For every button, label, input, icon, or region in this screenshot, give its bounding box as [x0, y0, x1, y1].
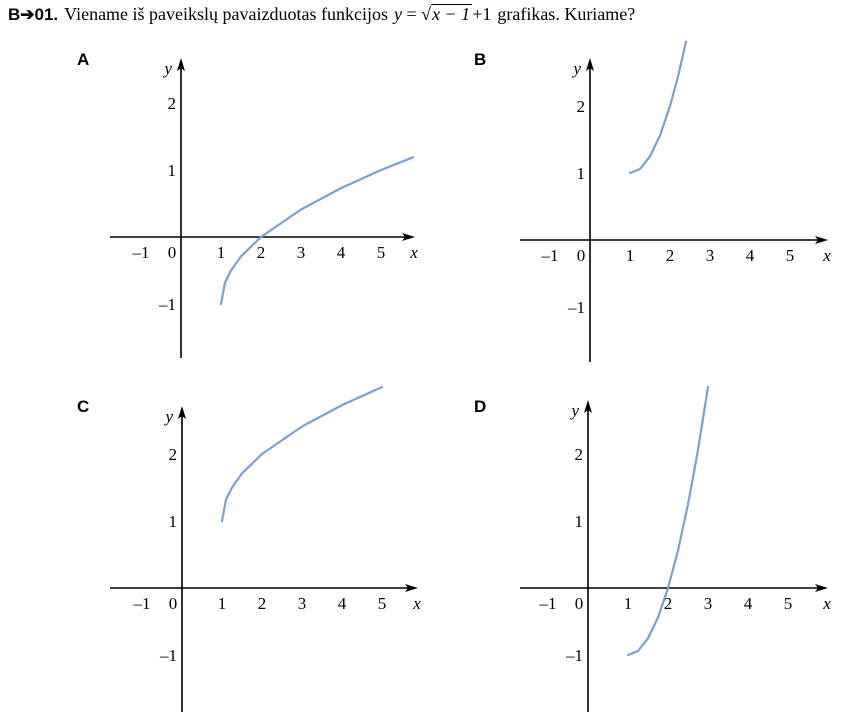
panel-a-function-curve — [219, 156, 415, 306]
formula-rhs: +1 — [472, 4, 492, 24]
panel-d-function-curve — [626, 385, 710, 657]
panel-c-x-tick-label: 1 — [218, 594, 227, 613]
panel-b-y-tick-label: 2 — [577, 97, 586, 116]
panel-c-x-tick-label: 4 — [338, 594, 347, 613]
panel-a-y-tick-label: 1 — [168, 161, 177, 180]
panel-d-x-tick-label: 4 — [744, 594, 753, 613]
panel-d-x-arrow-icon — [815, 584, 828, 592]
panel-a-x-tick-label: –1 — [132, 243, 150, 262]
panel-b-x-tick-label: 0 — [577, 246, 586, 265]
panel-c-function-curve — [220, 385, 384, 523]
question-text-after: grafikas. Kuriame? — [497, 4, 636, 24]
panel-a-x-tick-label: 2 — [257, 243, 266, 262]
panel-d-x-tick-label: 2 — [664, 594, 673, 613]
panel-b-x-tick-label: –1 — [541, 246, 559, 265]
panel-b-x-tick-label: 5 — [786, 246, 795, 265]
panel-b-y-arrow-icon — [586, 58, 594, 71]
panel-d-y-tick-label: 1 — [575, 512, 584, 531]
panel-letter-a: A — [77, 50, 90, 69]
panel-d-x-tick-label: 1 — [624, 594, 633, 613]
panel-c-x-tick-label: 5 — [378, 594, 387, 613]
panel-b-x-tick-label: 3 — [706, 246, 715, 265]
formula-eq: = — [406, 4, 417, 24]
panel-letter-c: C — [77, 397, 90, 416]
panel-a-y-arrow-icon — [177, 58, 185, 71]
panel-c-x-axis-label: x — [412, 594, 421, 613]
panel-b-x-axis-label: x — [822, 246, 831, 265]
panel-d-y-axis-label: y — [569, 401, 579, 420]
panel-c-y-tick-label: 1 — [169, 512, 178, 531]
panel-b-x-tick-label: 4 — [746, 246, 755, 265]
panel-c-y-axis-label: y — [163, 407, 173, 426]
panel-a-y-tick-label: –1 — [158, 295, 176, 314]
question-text-before: Viename iš paveikslų pavaizduotas funkci… — [64, 4, 388, 24]
panel-b-y-tick-label: –1 — [567, 298, 585, 317]
panel-d-x-tick-label: 0 — [575, 594, 584, 613]
panel-b-y-axis-label: y — [571, 59, 581, 78]
panel-d-y-tick-label: –1 — [565, 646, 583, 665]
panel-d-y-arrow-icon — [584, 400, 592, 413]
panel-b-y-tick-label: 1 — [577, 164, 586, 183]
panel-c-x-tick-label: 0 — [169, 594, 178, 613]
panel-a-x-tick-label: 4 — [337, 243, 346, 262]
panel-c-x-tick-label: –1 — [133, 594, 151, 613]
panel-b-function-curve — [628, 40, 688, 175]
question-number: B➔01. — [8, 5, 59, 24]
panel-d-x-tick-label: 5 — [784, 594, 793, 613]
panel-c-x-tick-label: 3 — [298, 594, 307, 613]
panel-d-x-tick-label: –1 — [539, 594, 557, 613]
panel-a-y-axis-label: y — [162, 59, 172, 78]
panel-a-x-axis-label: x — [409, 243, 418, 262]
panel-a-x-tick-label: 3 — [297, 243, 306, 262]
panel-letter-d: D — [474, 397, 487, 416]
panel-d-x-axis-label: x — [822, 594, 831, 613]
panel-a-x-tick-label: 5 — [377, 243, 386, 262]
question-header: B➔01. Viename iš paveikslų pavaizduotas … — [8, 4, 635, 32]
panel-letter-b: B — [474, 50, 487, 69]
panel-c-y-tick-label: –1 — [159, 646, 177, 665]
panel-a-y-tick-label: 2 — [168, 94, 177, 113]
panel-a-x-tick-label: 1 — [217, 243, 226, 262]
formula-lhs: y — [394, 4, 402, 24]
panel-a-x-arrow-icon — [402, 233, 415, 241]
panel-c-y-tick-label: 2 — [169, 445, 178, 464]
panel-c-y-arrow-icon — [178, 406, 186, 419]
formula: y = √x − 1 +1 — [394, 4, 491, 25]
panel-c-x-tick-label: 2 — [258, 594, 267, 613]
panel-b-x-tick-label: 2 — [666, 246, 675, 265]
formula-sqrt-arg: x − 1 — [431, 4, 473, 24]
panel-d-y-tick-label: 2 — [575, 445, 584, 464]
panel-c-x-arrow-icon — [405, 584, 418, 592]
panel-b-x-arrow-icon — [815, 236, 828, 244]
panel-d-x-tick-label: 3 — [704, 594, 713, 613]
sqrt-sign-icon: √ — [421, 4, 432, 24]
panel-b-x-tick-label: 1 — [626, 246, 635, 265]
panel-a-x-tick-label: 0 — [168, 243, 177, 262]
